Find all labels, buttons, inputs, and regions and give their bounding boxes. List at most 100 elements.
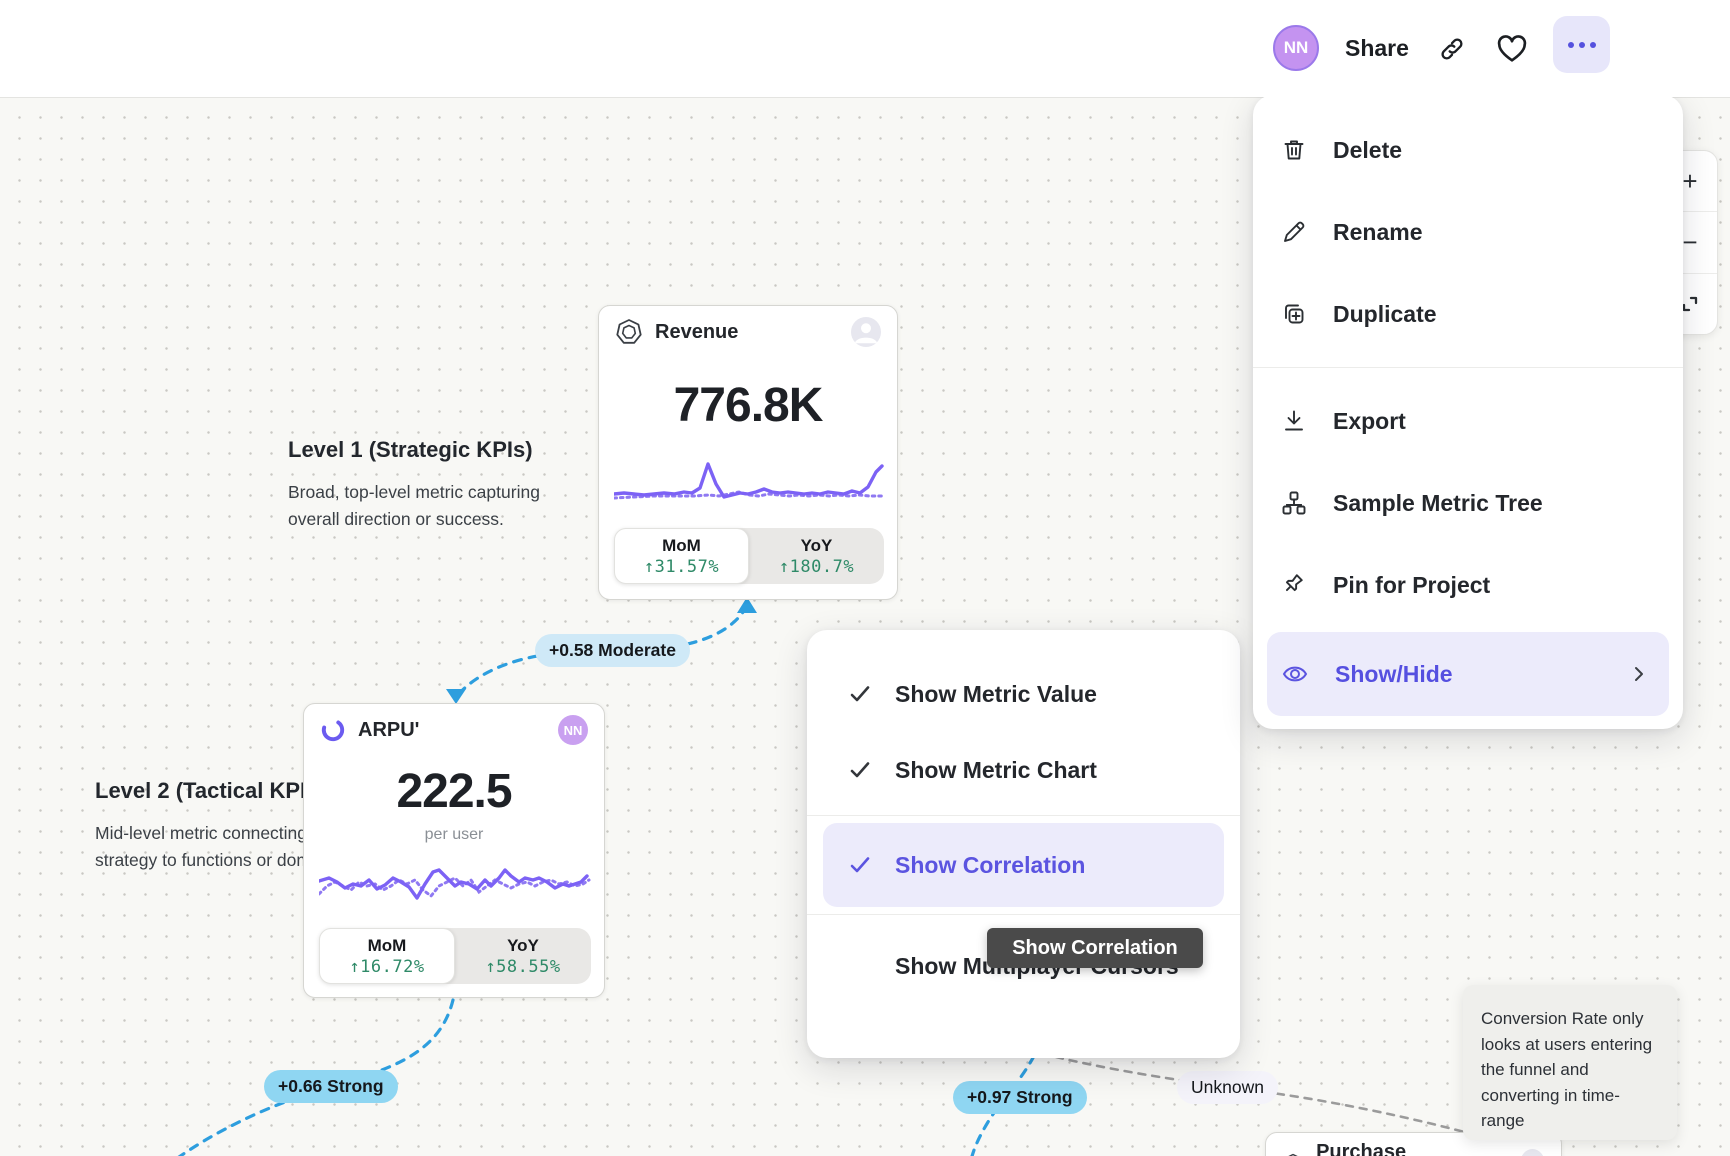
revenue-owner-avatar xyxy=(851,317,881,347)
more-options-button[interactable] xyxy=(1553,16,1610,73)
purchase-owner-avatar xyxy=(1519,1149,1545,1156)
submenu-item-show-metric-value[interactable]: Show Metric Value xyxy=(807,656,1240,732)
download-icon xyxy=(1285,410,1303,431)
show-correlation-tooltip: Show Correlation xyxy=(987,928,1203,968)
level1-line2: overall direction or success. xyxy=(288,509,504,530)
user-icon xyxy=(1520,1149,1545,1156)
arpu-mom-value: ↑16.72% xyxy=(349,956,425,977)
fit-view-button[interactable] xyxy=(1663,274,1717,334)
duplicate-icon xyxy=(1285,304,1304,324)
conversion-rate-tooltip: Conversion Rate only looks at users ente… xyxy=(1463,985,1677,1140)
menu-item-label: Rename xyxy=(1333,218,1423,245)
menu-divider xyxy=(807,815,1240,816)
user-icon xyxy=(854,323,878,344)
submenu-item-show-metric-chart[interactable]: Show Metric Chart xyxy=(807,732,1240,808)
zoom-in-button[interactable]: + xyxy=(1682,165,1698,196)
menu-divider xyxy=(1253,367,1683,368)
metric-heptagon-icon xyxy=(1288,1153,1298,1156)
more-dots-icon xyxy=(1567,41,1574,48)
metric-card-revenue[interactable]: Revenue 776.8K MoM ↑31.57% YoY ↑180.7% xyxy=(598,305,898,600)
submenu-item-label: Show Metric Chart xyxy=(895,756,1097,783)
revenue-yoy-label: YoY xyxy=(800,535,833,555)
arpu-period-toggle: MoM ↑16.72% YoY ↑58.55% xyxy=(319,928,591,984)
menu-item-pin-for-project[interactable]: Pin for Project xyxy=(1253,544,1683,626)
arpu-card-header: ARPU' NN xyxy=(304,704,604,756)
submenu-item-label: Show Correlation xyxy=(895,851,1086,878)
revenue-sparkline xyxy=(614,462,884,500)
check-icon xyxy=(847,681,873,707)
trash-icon xyxy=(1284,140,1304,160)
pencil-icon xyxy=(1284,221,1305,242)
show-hide-submenu: Show Metric Value Show Metric Chart Show… xyxy=(807,630,1240,1058)
arpu-owner-avatar: NN xyxy=(558,715,588,745)
menu-item-duplicate[interactable]: Duplicate xyxy=(1253,273,1683,355)
more-dots-icon xyxy=(1578,41,1585,48)
chevron-right-icon xyxy=(1635,667,1643,681)
menu-item-label: Delete xyxy=(1333,136,1403,163)
link-icon xyxy=(1441,37,1463,60)
metric-heptagon-icon xyxy=(616,319,642,344)
menu-item-label: Show/Hide xyxy=(1335,660,1453,687)
correlation-badge-unknown[interactable]: Unknown xyxy=(1177,1071,1278,1104)
zoom-out-button[interactable]: − xyxy=(1682,226,1698,257)
menu-item-delete[interactable]: Delete xyxy=(1253,109,1683,191)
check-icon xyxy=(847,757,873,783)
check-icon xyxy=(847,852,873,878)
level1-line1: Broad, top-level metric capturing xyxy=(288,482,540,502)
revenue-card-header: Revenue xyxy=(599,306,897,358)
correlation-badge-moderate[interactable]: +0.58 Moderate xyxy=(535,634,690,667)
heart-icon xyxy=(1497,34,1527,62)
metric-tree-icon xyxy=(1282,491,1306,515)
level2-title: Level 2 (Tactical KPIs xyxy=(95,778,319,803)
favorite-button[interactable] xyxy=(1496,0,1528,97)
arpu-unit: per user xyxy=(424,826,484,843)
level2-annotation: Level 2 (Tactical KPIs Mid-level metric … xyxy=(95,778,415,874)
level1-title: Level 1 (Strategic KPIs) xyxy=(288,437,533,462)
arpu-sparkline xyxy=(319,868,591,900)
revenue-period-toggle: MoM ↑31.57% YoY ↑180.7% xyxy=(614,528,884,584)
revenue-yoy-value: ↑180.7% xyxy=(778,556,855,577)
arpu-value: 222.5 xyxy=(396,765,512,818)
arpu-mom-toggle[interactable]: MoM ↑16.72% xyxy=(319,928,455,984)
pin-icon xyxy=(1285,574,1303,592)
arpu-yoy-label: YoY xyxy=(507,935,539,955)
purchase-card-title: Purchase Conversion R xyxy=(1316,1141,1407,1156)
metric-card-arpu[interactable]: ARPU' NN 222.5 per user MoM ↑16.72% YoY … xyxy=(303,703,605,998)
menu-item-show-hide[interactable]: Show/Hide xyxy=(1267,632,1669,716)
level2-line2: strategy to functions or doma xyxy=(95,850,321,871)
level2-line1: Mid-level metric connecting xyxy=(95,823,308,843)
options-menu: Delete Rename Duplicate Export xyxy=(1253,95,1683,729)
menu-divider xyxy=(807,914,1240,915)
correlation-badge-strong-2[interactable]: +0.97 Strong xyxy=(953,1081,1087,1114)
more-dots-icon xyxy=(1589,41,1596,48)
revenue-yoy-toggle[interactable]: YoY ↑180.7% xyxy=(749,528,884,584)
revenue-value: 776.8K xyxy=(673,379,824,432)
copy-link-button[interactable] xyxy=(1438,0,1466,97)
share-button[interactable]: Share xyxy=(1345,35,1409,61)
user-avatar[interactable]: NN xyxy=(1273,25,1319,71)
menu-item-label: Duplicate xyxy=(1333,300,1437,327)
arpu-yoy-value: ↑58.55% xyxy=(485,956,561,977)
revenue-mom-toggle[interactable]: MoM ↑31.57% xyxy=(614,528,749,584)
eye-icon xyxy=(1282,666,1308,682)
toolbar-divider xyxy=(1663,272,1717,274)
arpu-card-title: ARPU' xyxy=(358,718,420,741)
correlation-badge-strong-1[interactable]: +0.66 Strong xyxy=(264,1070,398,1103)
submenu-item-show-correlation[interactable]: Show Correlation xyxy=(823,823,1224,907)
revenue-card-title: Revenue xyxy=(655,320,739,343)
menu-item-sample-metric-tree[interactable]: Sample Metric Tree xyxy=(1253,462,1683,544)
menu-item-export[interactable]: Export xyxy=(1253,380,1683,462)
revenue-mom-value: ↑31.57% xyxy=(643,556,720,577)
arpu-yoy-toggle[interactable]: YoY ↑58.55% xyxy=(455,928,591,984)
level1-annotation: Level 1 (Strategic KPIs) Broad, top-leve… xyxy=(288,437,558,533)
menu-item-label: Sample Metric Tree xyxy=(1333,489,1543,516)
metric-card-purchase-conversion[interactable]: Purchase Conversion R xyxy=(1265,1132,1562,1156)
purchase-card-header: Purchase Conversion R xyxy=(1266,1133,1561,1156)
fit-view-icon xyxy=(1682,296,1698,311)
arc-metric-icon xyxy=(321,718,345,742)
menu-item-label: Export xyxy=(1333,407,1406,434)
revenue-mom-label: MoM xyxy=(662,535,701,555)
topbar: NN Share xyxy=(0,0,1730,97)
menu-item-rename[interactable]: Rename xyxy=(1253,191,1683,273)
